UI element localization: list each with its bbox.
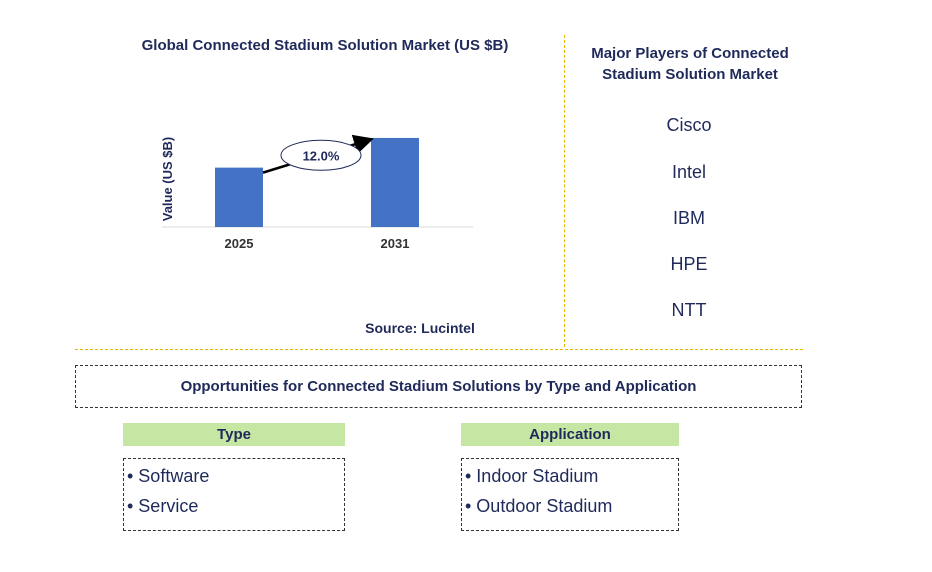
- bar-2031: [371, 137, 419, 227]
- players-title: Major Players of Connected Stadium Solut…: [575, 43, 805, 85]
- application-item-indoor-stadium: • Indoor Stadium: [465, 466, 599, 486]
- growth-bubble: [280, 139, 362, 171]
- bar-2025: [215, 167, 263, 227]
- chart-title: Global Connected Stadium Solution Market…: [141, 37, 509, 54]
- vertical-divider: [564, 35, 565, 347]
- opportunities-title: Opportunities for Connected Stadium Solu…: [180, 378, 697, 395]
- bar-chart: Value (US $B) 2025 2031 12.0%: [160, 134, 473, 251]
- player-cisco: Cisco: [666, 115, 712, 135]
- player-ibm: IBM: [672, 208, 705, 228]
- players-title-line2: Stadium Solution Market: [602, 66, 778, 83]
- application-list: • Indoor Stadium • Outdoor Stadium: [461, 458, 679, 531]
- horizontal-divider: [75, 349, 803, 350]
- type-header: Type: [123, 423, 345, 446]
- opportunities-title-box: Opportunities for Connected Stadium Solu…: [75, 365, 802, 408]
- source-label: Source: Lucintel: [365, 320, 475, 336]
- application-item-outdoor-stadium: • Outdoor Stadium: [465, 496, 613, 516]
- application-header: Application: [461, 423, 679, 446]
- player-intel: Intel: [671, 162, 707, 182]
- type-list: • Software • Service: [123, 458, 345, 531]
- growth-rate-label: 12.0%: [303, 148, 340, 163]
- type-item-service: • Service: [127, 496, 199, 516]
- player-ntt: NTT: [671, 300, 707, 320]
- y-axis-label: Value (US $B): [160, 137, 175, 222]
- x-tick-label-2025: 2025: [225, 236, 254, 251]
- type-item-software: • Software: [127, 466, 210, 486]
- players-title-line1: Major Players of Connected: [591, 45, 789, 62]
- player-hpe: HPE: [670, 254, 708, 274]
- x-tick-label-2031: 2031: [381, 236, 410, 251]
